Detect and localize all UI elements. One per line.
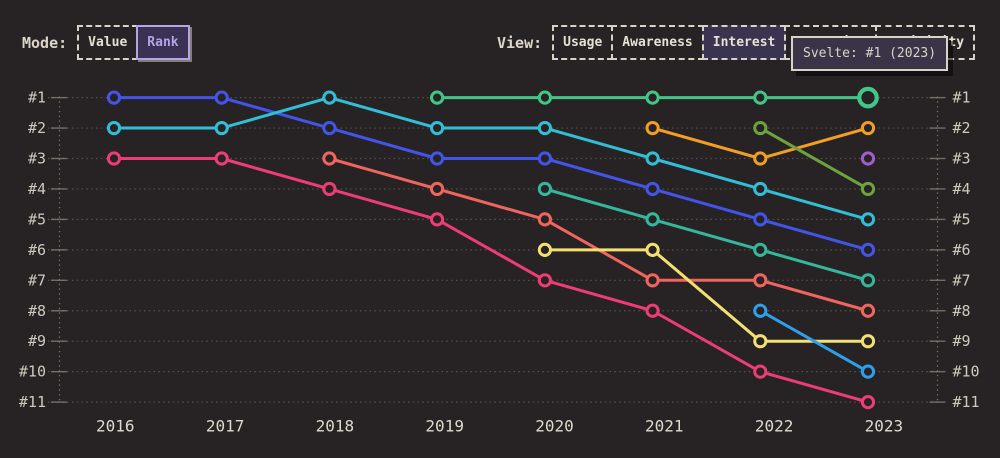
- rank-label-right: #11: [953, 393, 980, 411]
- data-point-royal-blue[interactable]: [537, 151, 553, 166]
- data-point-salmon-red[interactable]: [753, 273, 768, 288]
- data-point-svelte-green[interactable]: [645, 90, 660, 105]
- data-point-cyan[interactable]: [860, 212, 876, 227]
- series-line-salmon-red: [327, 157, 870, 313]
- rank-label-left: #1: [28, 89, 46, 107]
- year-label: 2018: [316, 417, 355, 436]
- rank-label-right: #8: [953, 302, 971, 320]
- data-point-royal-blue[interactable]: [106, 90, 122, 105]
- series-line-sky-blue: [758, 309, 870, 374]
- rank-label-left: #9: [28, 332, 46, 350]
- series-line-cyan: [112, 96, 870, 221]
- series-line-olive-green: [758, 126, 870, 191]
- data-point-yellow[interactable]: [860, 334, 876, 349]
- series-line-magenta-pink: [112, 157, 870, 404]
- data-point-highlighted-svelte-green[interactable]: [857, 86, 879, 109]
- data-point-svelte-green[interactable]: [753, 90, 768, 105]
- rank-label-left: #3: [28, 150, 46, 168]
- tooltip-text: Svelte: #1 (2023): [803, 46, 937, 61]
- data-point-svelte-green[interactable]: [430, 90, 445, 105]
- data-point-magenta-pink[interactable]: [860, 395, 876, 410]
- data-point-royal-blue[interactable]: [860, 242, 876, 257]
- data-point-salmon-red[interactable]: [645, 273, 660, 288]
- rank-label-left: #7: [28, 271, 46, 289]
- data-point-yellow[interactable]: [753, 334, 768, 349]
- data-point-sky-blue[interactable]: [753, 303, 768, 318]
- year-label: 2016: [96, 417, 135, 436]
- data-point-royal-blue[interactable]: [322, 120, 337, 136]
- year-label: 2019: [425, 417, 464, 436]
- data-point-cyan[interactable]: [214, 120, 229, 136]
- data-point-cyan[interactable]: [106, 120, 122, 136]
- data-point-salmon-red[interactable]: [860, 303, 876, 318]
- rank-label-right: #4: [953, 180, 971, 198]
- year-label: 2023: [865, 417, 904, 436]
- rank-label-right: #10: [953, 363, 980, 381]
- data-point-yellow[interactable]: [537, 242, 553, 257]
- data-point-royal-blue[interactable]: [753, 212, 768, 227]
- data-point-amber-orange[interactable]: [645, 120, 660, 136]
- year-label: 2022: [755, 417, 794, 436]
- mode-buttons: Value Rank: [77, 25, 190, 60]
- rank-label-left: #2: [28, 119, 46, 137]
- data-point-magenta-pink[interactable]: [753, 364, 768, 379]
- data-point-teal[interactable]: [753, 242, 768, 257]
- rank-label-right: #7: [953, 271, 971, 289]
- rank-label-left: #11: [19, 393, 46, 411]
- data-point-magenta-pink[interactable]: [214, 151, 229, 166]
- data-point-royal-blue[interactable]: [430, 151, 445, 166]
- data-point-violet[interactable]: [860, 151, 876, 166]
- data-point-salmon-red[interactable]: [322, 151, 337, 166]
- data-point-teal[interactable]: [537, 181, 553, 197]
- series-line-royal-blue: [112, 96, 870, 252]
- data-point-cyan[interactable]: [537, 120, 553, 136]
- data-point-sky-blue[interactable]: [860, 364, 876, 379]
- rank-label-right: #5: [953, 210, 971, 228]
- mode-label: Mode:: [22, 33, 68, 52]
- mode-toggle: Mode: Value Rank: [22, 25, 190, 60]
- data-point-royal-blue[interactable]: [645, 181, 660, 197]
- view-label: View:: [497, 33, 543, 52]
- data-point-cyan[interactable]: [322, 90, 337, 105]
- data-point-teal[interactable]: [645, 212, 660, 227]
- data-point-cyan[interactable]: [430, 120, 445, 136]
- rank-label-right: #1: [953, 89, 971, 107]
- rank-label-left: #8: [28, 302, 46, 320]
- rank-label-left: #4: [28, 180, 46, 198]
- rank-label-right: #2: [953, 119, 971, 137]
- data-point-magenta-pink[interactable]: [645, 303, 660, 318]
- data-point-amber-orange[interactable]: [860, 120, 876, 136]
- data-point-magenta-pink[interactable]: [430, 212, 445, 227]
- data-point-svelte-green[interactable]: [537, 90, 553, 105]
- year-label: 2020: [535, 417, 574, 436]
- data-point-magenta-pink[interactable]: [322, 181, 337, 197]
- data-point-salmon-red[interactable]: [430, 181, 445, 197]
- year-label: 2017: [206, 417, 245, 436]
- data-point-olive-green[interactable]: [860, 181, 876, 197]
- rank-label-right: #6: [953, 241, 971, 259]
- rank-label-left: #5: [28, 210, 46, 228]
- data-point-magenta-pink[interactable]: [537, 273, 553, 288]
- data-point-cyan[interactable]: [753, 181, 768, 197]
- data-point-magenta-pink[interactable]: [106, 151, 122, 166]
- data-point-amber-orange[interactable]: [753, 151, 768, 166]
- data-point-olive-green[interactable]: [753, 120, 768, 136]
- rank-label-right: #9: [953, 332, 971, 350]
- data-point-salmon-red[interactable]: [537, 212, 553, 227]
- data-point-cyan[interactable]: [645, 151, 660, 166]
- data-point-royal-blue[interactable]: [214, 90, 229, 105]
- rank-label-left: #6: [28, 241, 46, 259]
- mode-option-rank[interactable]: Rank: [136, 25, 190, 60]
- data-point-yellow[interactable]: [645, 242, 660, 257]
- data-point-teal[interactable]: [860, 273, 876, 288]
- rank-label-left: #10: [19, 363, 46, 381]
- rank-label-right: #3: [953, 150, 971, 168]
- year-label: 2021: [645, 417, 684, 436]
- tooltip: Svelte: #1 (2023): [791, 36, 949, 71]
- series-line-teal: [543, 187, 870, 282]
